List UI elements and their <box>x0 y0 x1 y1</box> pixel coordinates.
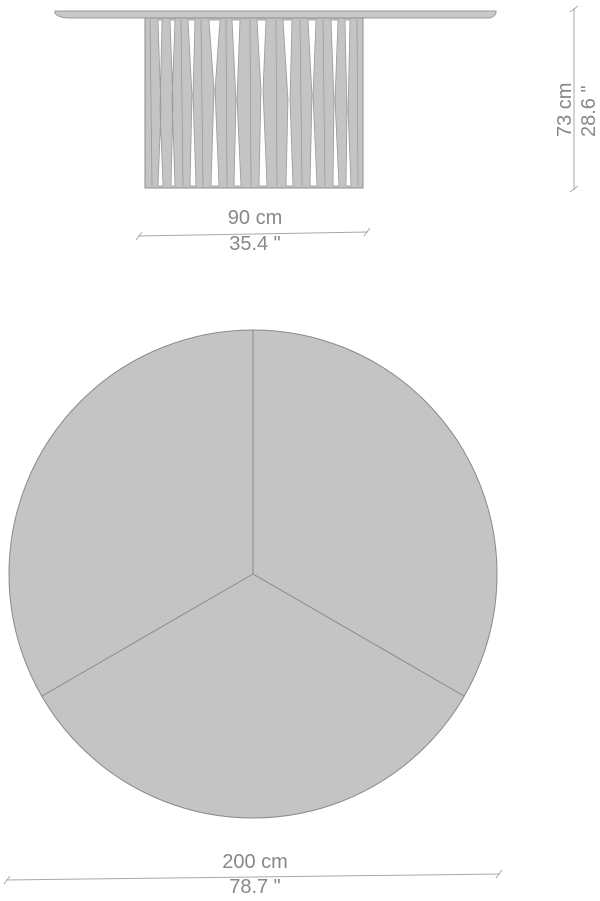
width-dimension-line <box>135 227 371 241</box>
diameter-dimension-line <box>3 869 503 885</box>
base-block <box>144 17 364 189</box>
side-elevation <box>54 10 497 189</box>
side-width-cm-label: 90 cm <box>227 207 283 229</box>
slat-edges <box>149 19 359 187</box>
slat-gap <box>187 19 197 187</box>
base-slats <box>157 19 352 187</box>
slat-gap <box>330 19 340 187</box>
slat-gap <box>307 19 318 187</box>
slat-gap <box>208 19 221 187</box>
slat-gap <box>157 19 164 187</box>
diameter-in-label: 78.7 " <box>229 876 281 898</box>
slat-gap <box>231 19 242 187</box>
side-width-in-label: 35.4 " <box>229 233 281 255</box>
segment-seams <box>41 330 465 697</box>
height-in-label: 28.6 " <box>578 85 600 137</box>
top-view <box>8 329 498 819</box>
tabletop-side <box>54 10 497 19</box>
height-cm-label: 73 cm <box>554 82 576 137</box>
slat-gap <box>256 19 268 187</box>
height-dimension-line <box>569 5 579 193</box>
slat-gap <box>344 19 352 187</box>
diameter-cm-label: 200 cm <box>222 851 288 873</box>
slat-gap <box>282 19 294 187</box>
slat-gap <box>169 19 176 187</box>
